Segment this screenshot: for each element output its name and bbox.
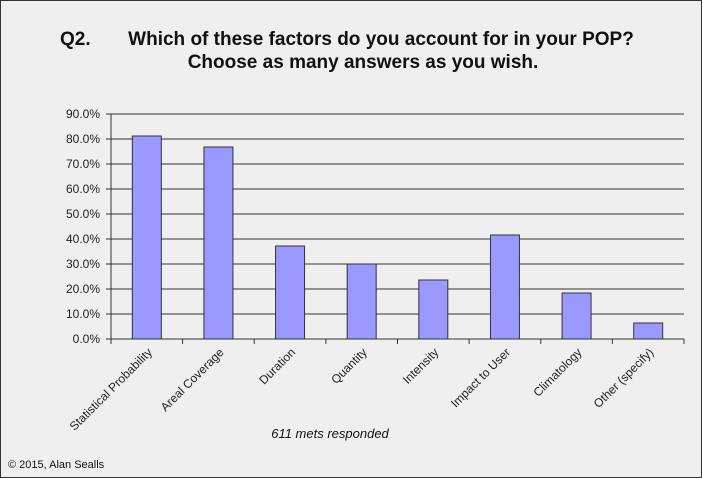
x-tick-label: Impact to User — [448, 345, 513, 410]
bar — [418, 279, 449, 340]
x-tick-label: Statistical Probability — [67, 345, 155, 433]
y-tick-label: 60.0% — [66, 182, 100, 196]
copyright: © 2015, Alan Sealls — [8, 459, 105, 471]
y-tick-label: 90.0% — [66, 107, 100, 121]
bar — [275, 245, 306, 340]
chart-title: Q2. Which of these factors do you accoun… — [0, 28, 702, 74]
bar — [489, 234, 520, 340]
title-prefix: Q2. — [60, 29, 91, 50]
y-tick-label: 40.0% — [66, 232, 100, 246]
title-line-1: Which of these factors do you account fo… — [128, 29, 634, 50]
y-tick-label: 20.0% — [66, 282, 100, 296]
y-tick-label: 0.0% — [73, 332, 101, 346]
x-tick-label: Climatology — [530, 345, 584, 399]
bar — [561, 292, 592, 340]
x-tick-label: Intensity — [400, 345, 442, 387]
title-line-2: Choose as many answers as you wish. — [187, 52, 539, 73]
y-tick-label: 80.0% — [66, 132, 100, 146]
bar — [131, 135, 162, 340]
bar — [633, 322, 664, 340]
y-tick-label: 10.0% — [66, 307, 100, 321]
bar — [346, 263, 377, 340]
x-tick-label: Quantity — [328, 345, 370, 387]
y-tick-label: 30.0% — [66, 257, 100, 271]
x-tick-label: Other (specify) — [591, 345, 657, 411]
y-tick-label: 50.0% — [66, 207, 100, 221]
x-axis-label: 611 mets responded — [271, 426, 389, 441]
x-tick-label: Areal Coverage — [158, 345, 227, 414]
y-tick-label: 70.0% — [66, 157, 100, 171]
x-tick-label: Duration — [256, 345, 298, 387]
bar — [203, 146, 234, 340]
